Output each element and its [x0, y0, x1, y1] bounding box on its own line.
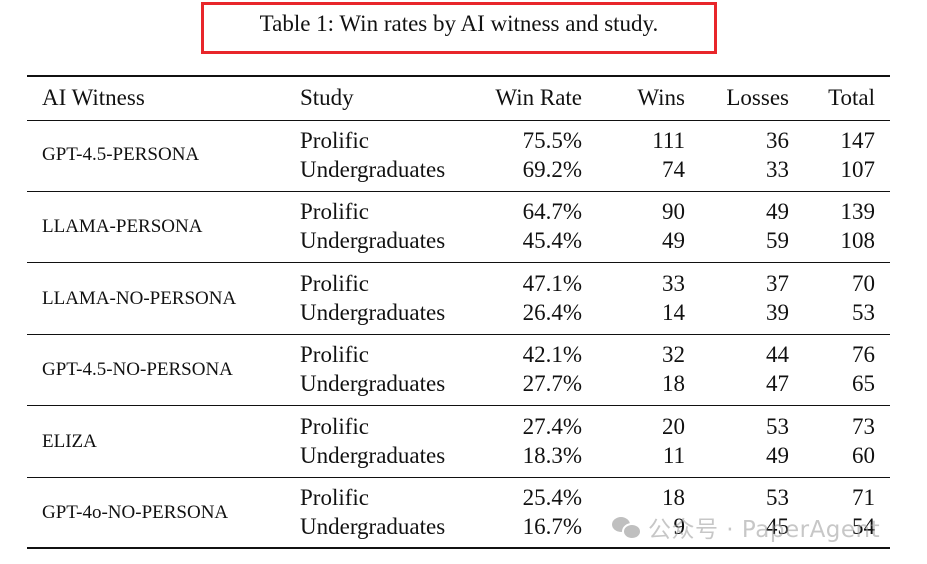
win-rate-cell: 47.1% [522, 271, 582, 296]
total-cell: 71 [852, 485, 875, 510]
caption-highlight-box: Table 1: Win rates by AI witness and stu… [201, 2, 717, 54]
witness-label: LLAMA-NO-PERSONA [42, 288, 237, 309]
total-cell: 60 [852, 443, 875, 468]
losses-cell: 47 [766, 371, 789, 396]
total-cell: 70 [852, 271, 875, 296]
study-cell: Prolific [300, 271, 369, 296]
witness-label: LLAMA-PERSONA [42, 216, 203, 237]
wins-cell: 20 [662, 414, 685, 439]
losses-cell: 49 [766, 199, 789, 224]
total-cell: 65 [852, 371, 875, 396]
losses-cell: 33 [766, 157, 789, 182]
win-rate-cell: 64.7% [522, 199, 582, 224]
wins-cell: 18 [662, 371, 685, 396]
win-rate-cell: 16.7% [522, 514, 582, 539]
total-cell: 147 [840, 128, 876, 153]
losses-cell: 45 [766, 514, 789, 539]
wins-cell: 33 [662, 271, 685, 296]
header-win-rate: Win Rate [495, 85, 582, 110]
wins-cell: 74 [662, 157, 685, 182]
total-cell: 107 [840, 157, 876, 182]
win-rate-cell: 45.4% [522, 228, 582, 253]
win-rate-cell: 75.5% [522, 128, 582, 153]
header-witness: AI Witness [42, 85, 145, 110]
total-cell: 139 [840, 199, 876, 224]
win-rate-cell: 27.4% [522, 414, 582, 439]
total-cell: 54 [852, 514, 875, 539]
header-rule [27, 120, 890, 121]
win-rate-cell: 27.7% [522, 371, 582, 396]
group-rule [27, 405, 890, 406]
bottom-rule [27, 547, 890, 549]
study-cell: Undergraduates [300, 443, 446, 468]
table-caption: Table 1: Win rates by AI witness and stu… [259, 11, 659, 36]
study-cell: Prolific [300, 342, 369, 367]
watermark: 公众号 · PaperAgent [612, 512, 881, 543]
group-rule [27, 334, 890, 335]
wins-cell: 111 [652, 128, 685, 153]
wins-cell: 90 [662, 199, 685, 224]
study-cell: Prolific [300, 199, 369, 224]
wins-cell: 14 [662, 300, 685, 325]
losses-cell: 37 [766, 271, 789, 296]
watermark-text: 公众号 · PaperAgent [648, 517, 881, 543]
header-wins: Wins [637, 85, 685, 110]
wins-cell: 9 [673, 514, 686, 539]
wins-cell: 32 [662, 342, 685, 367]
losses-cell: 53 [766, 414, 789, 439]
study-cell: Prolific [300, 128, 369, 153]
total-cell: 73 [852, 414, 875, 439]
total-cell: 108 [840, 228, 876, 253]
witness-label: GPT-4o-NO-PERSONA [42, 502, 229, 523]
witness-label: GPT-4.5-PERSONA [42, 144, 200, 165]
total-cell: 76 [852, 342, 875, 367]
losses-cell: 39 [766, 300, 789, 325]
study-cell: Prolific [300, 414, 369, 439]
wins-cell: 49 [662, 228, 685, 253]
total-cell: 53 [852, 300, 875, 325]
study-cell: Prolific [300, 485, 369, 510]
win-rate-cell: 18.3% [522, 443, 582, 468]
study-cell: Undergraduates [300, 371, 446, 396]
group-rule [27, 191, 890, 192]
losses-cell: 44 [766, 342, 789, 367]
witness-label: ELIZA [42, 431, 97, 452]
wechat-icon [612, 515, 642, 540]
losses-cell: 59 [766, 228, 789, 253]
header-total: Total [828, 85, 875, 110]
study-cell: Undergraduates [300, 228, 446, 253]
wins-cell: 11 [662, 443, 685, 468]
study-cell: Undergraduates [300, 300, 446, 325]
group-rule [27, 262, 890, 263]
win-rate-cell: 42.1% [522, 342, 582, 367]
wins-cell: 18 [662, 485, 685, 510]
group-rule [27, 477, 890, 478]
win-rate-cell: 26.4% [522, 300, 582, 325]
header-losses: Losses [726, 85, 789, 110]
losses-cell: 49 [766, 443, 789, 468]
win-rate-cell: 25.4% [522, 485, 582, 510]
witness-label: GPT-4.5-NO-PERSONA [42, 359, 233, 380]
win-rate-cell: 69.2% [522, 157, 582, 182]
study-cell: Undergraduates [300, 514, 446, 539]
study-cell: Undergraduates [300, 157, 446, 182]
top-rule [27, 75, 890, 77]
losses-cell: 36 [766, 128, 789, 153]
losses-cell: 53 [766, 485, 789, 510]
header-study: Study [300, 85, 354, 110]
